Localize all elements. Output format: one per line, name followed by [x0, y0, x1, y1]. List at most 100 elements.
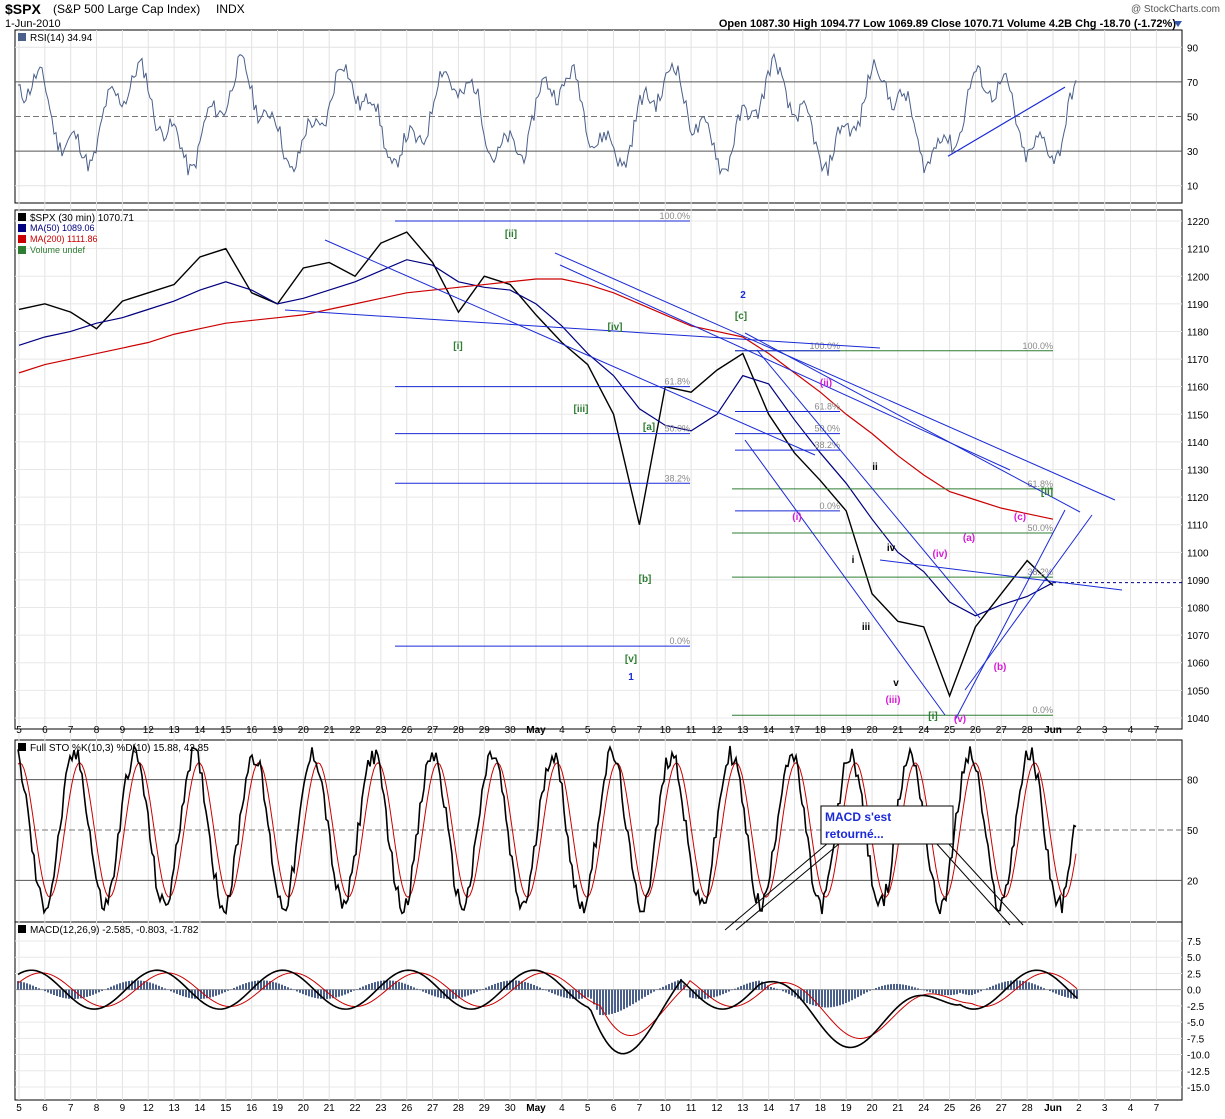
x-tick-label: 5 [585, 1103, 591, 1114]
x-tick-label: 30 [505, 1103, 517, 1114]
x-tick-label: 19 [841, 1103, 853, 1114]
x-tick-label: 28 [453, 1103, 465, 1114]
x-tick-label: 17 [789, 725, 801, 736]
x-tick-label: 3 [1102, 1103, 1108, 1114]
fib-label: 50.0% [664, 424, 690, 434]
trendline [284, 309, 881, 349]
x-tick-label: 26 [401, 725, 413, 736]
wave-label: [ii] [505, 229, 517, 240]
ma50-line [18, 259, 1054, 617]
wave-label: [iv] [608, 322, 623, 333]
x-tick-label: 9 [120, 725, 126, 736]
price-tick-label: 1150 [1187, 410, 1209, 421]
x-tick-label: 12 [143, 725, 155, 736]
trendline [324, 239, 816, 456]
fib-label: 50.0% [814, 424, 840, 434]
price-legend-ma200: MA(200) 1111.86 [30, 234, 98, 244]
wave-label: (iv) [933, 549, 948, 560]
price-tick-label: 1140 [1187, 438, 1209, 449]
wave-label: [v] [625, 654, 637, 665]
x-tick-label: 19 [841, 725, 853, 736]
price-tick-label: 1060 [1187, 659, 1210, 670]
x-tick-label: 7 [637, 1103, 643, 1114]
price-tick-label: 1120 [1187, 493, 1209, 504]
wave-label: v [893, 678, 899, 689]
x-tick-label: 10 [660, 725, 672, 736]
macd-legend-swatch [18, 925, 26, 933]
x-tick-label: 8 [94, 725, 100, 736]
grid-lines [18, 30, 1157, 1100]
macd-line [17, 969, 1078, 1055]
x-tick-label: 15 [220, 725, 232, 736]
x-tick-label: 21 [324, 1103, 336, 1114]
price-line [18, 231, 1054, 698]
macd-tick-label: -15.0 [1187, 1083, 1210, 1094]
macd-legend: MACD(12,26,9) -2.585, -0.803, -1.782 [30, 925, 199, 936]
x-tick-label: 5 [585, 725, 591, 736]
price-tick-label: 1170 [1187, 355, 1209, 366]
price-panel: 1220 1210 1200 1190 1180 1170 1160 1150 1140 1130… [15, 211, 1210, 725]
callout-line-right-2 [935, 842, 1011, 926]
x-tick-label: 25 [944, 725, 956, 736]
x-tick-label: 21 [892, 725, 904, 736]
price-tick-label: 1040 [1187, 714, 1210, 725]
x-tick-label: 26 [970, 725, 982, 736]
x-tick-label: 23 [375, 725, 387, 736]
trendline [954, 509, 1066, 721]
wave-label: [i] [453, 341, 462, 352]
chart-date: 1-Jun-2010 [5, 18, 61, 30]
rsi-trendline [947, 86, 1066, 157]
x-tick-label: 21 [892, 1103, 904, 1114]
price-tick-label: 1130 [1187, 466, 1209, 477]
x-tick-label: 9 [120, 1103, 126, 1114]
rsi-tick-label: 30 [1187, 147, 1199, 158]
wave-label: iv [887, 543, 896, 554]
rsi-legend-swatch [18, 33, 26, 41]
x-tick-label: 23 [375, 1103, 387, 1114]
rsi-tick-label: 50 [1187, 113, 1199, 124]
x-tick-label: 7 [1154, 1103, 1160, 1114]
x-tick-label: 20 [298, 725, 310, 736]
wave-label: [c] [735, 311, 747, 322]
macd-tick-label: -7.5 [1187, 1034, 1205, 1045]
x-tick-label: 28 [1022, 725, 1034, 736]
x-tick-label: 7 [68, 1103, 74, 1114]
x-tick-label: 7 [68, 725, 74, 736]
chart-exchange: INDX [216, 2, 245, 16]
price-legend-swatch [18, 213, 26, 221]
x-tick-label: 24 [918, 725, 930, 736]
chart-name: (S&P 500 Large Cap Index) [53, 2, 200, 16]
price-tick-label: 1070 [1187, 631, 1210, 642]
macd-tick-label: -12.5 [1187, 1067, 1210, 1078]
x-tick-label: 20 [298, 1103, 310, 1114]
x-tick-label: 11 [686, 725, 697, 736]
x-tick-label: 12 [711, 1103, 723, 1114]
price-tick-label: 1180 [1187, 327, 1209, 338]
fib-label: 0.0% [1032, 705, 1053, 715]
wave-label: 1 [628, 672, 634, 683]
x-tick-label: 12 [143, 1103, 155, 1114]
x-tick-label: 2 [1076, 725, 1082, 736]
price-tick-label: 1110 [1187, 521, 1208, 532]
panel-frames [14, 29, 1183, 1101]
rsi-legend: RSI(14) 34.94 [30, 33, 93, 44]
rsi-tick-label: 70 [1187, 78, 1199, 89]
x-tick-label: 27 [996, 1103, 1008, 1114]
fib-label: 38.2% [814, 440, 840, 450]
fib-label: 100.0% [809, 341, 840, 351]
x-tick-label: 20 [866, 1103, 878, 1114]
macd-tick-label: 2.5 [1187, 969, 1201, 980]
x-tick-label: 22 [349, 725, 361, 736]
price-tick-label: 1080 [1187, 604, 1210, 615]
wave-label: (b) [994, 662, 1007, 673]
rsi-tick-label: 10 [1187, 182, 1199, 193]
wave-label: (ii) [820, 378, 832, 389]
chevron-down-icon[interactable] [1174, 21, 1182, 27]
x-tick-label: 4 [559, 1103, 565, 1114]
x-tick-label: 11 [686, 1103, 697, 1114]
x-tick-label: 6 [42, 725, 48, 736]
trendline [756, 349, 981, 619]
x-tick-label: 14 [763, 725, 775, 736]
wave-label: iii [862, 622, 871, 633]
